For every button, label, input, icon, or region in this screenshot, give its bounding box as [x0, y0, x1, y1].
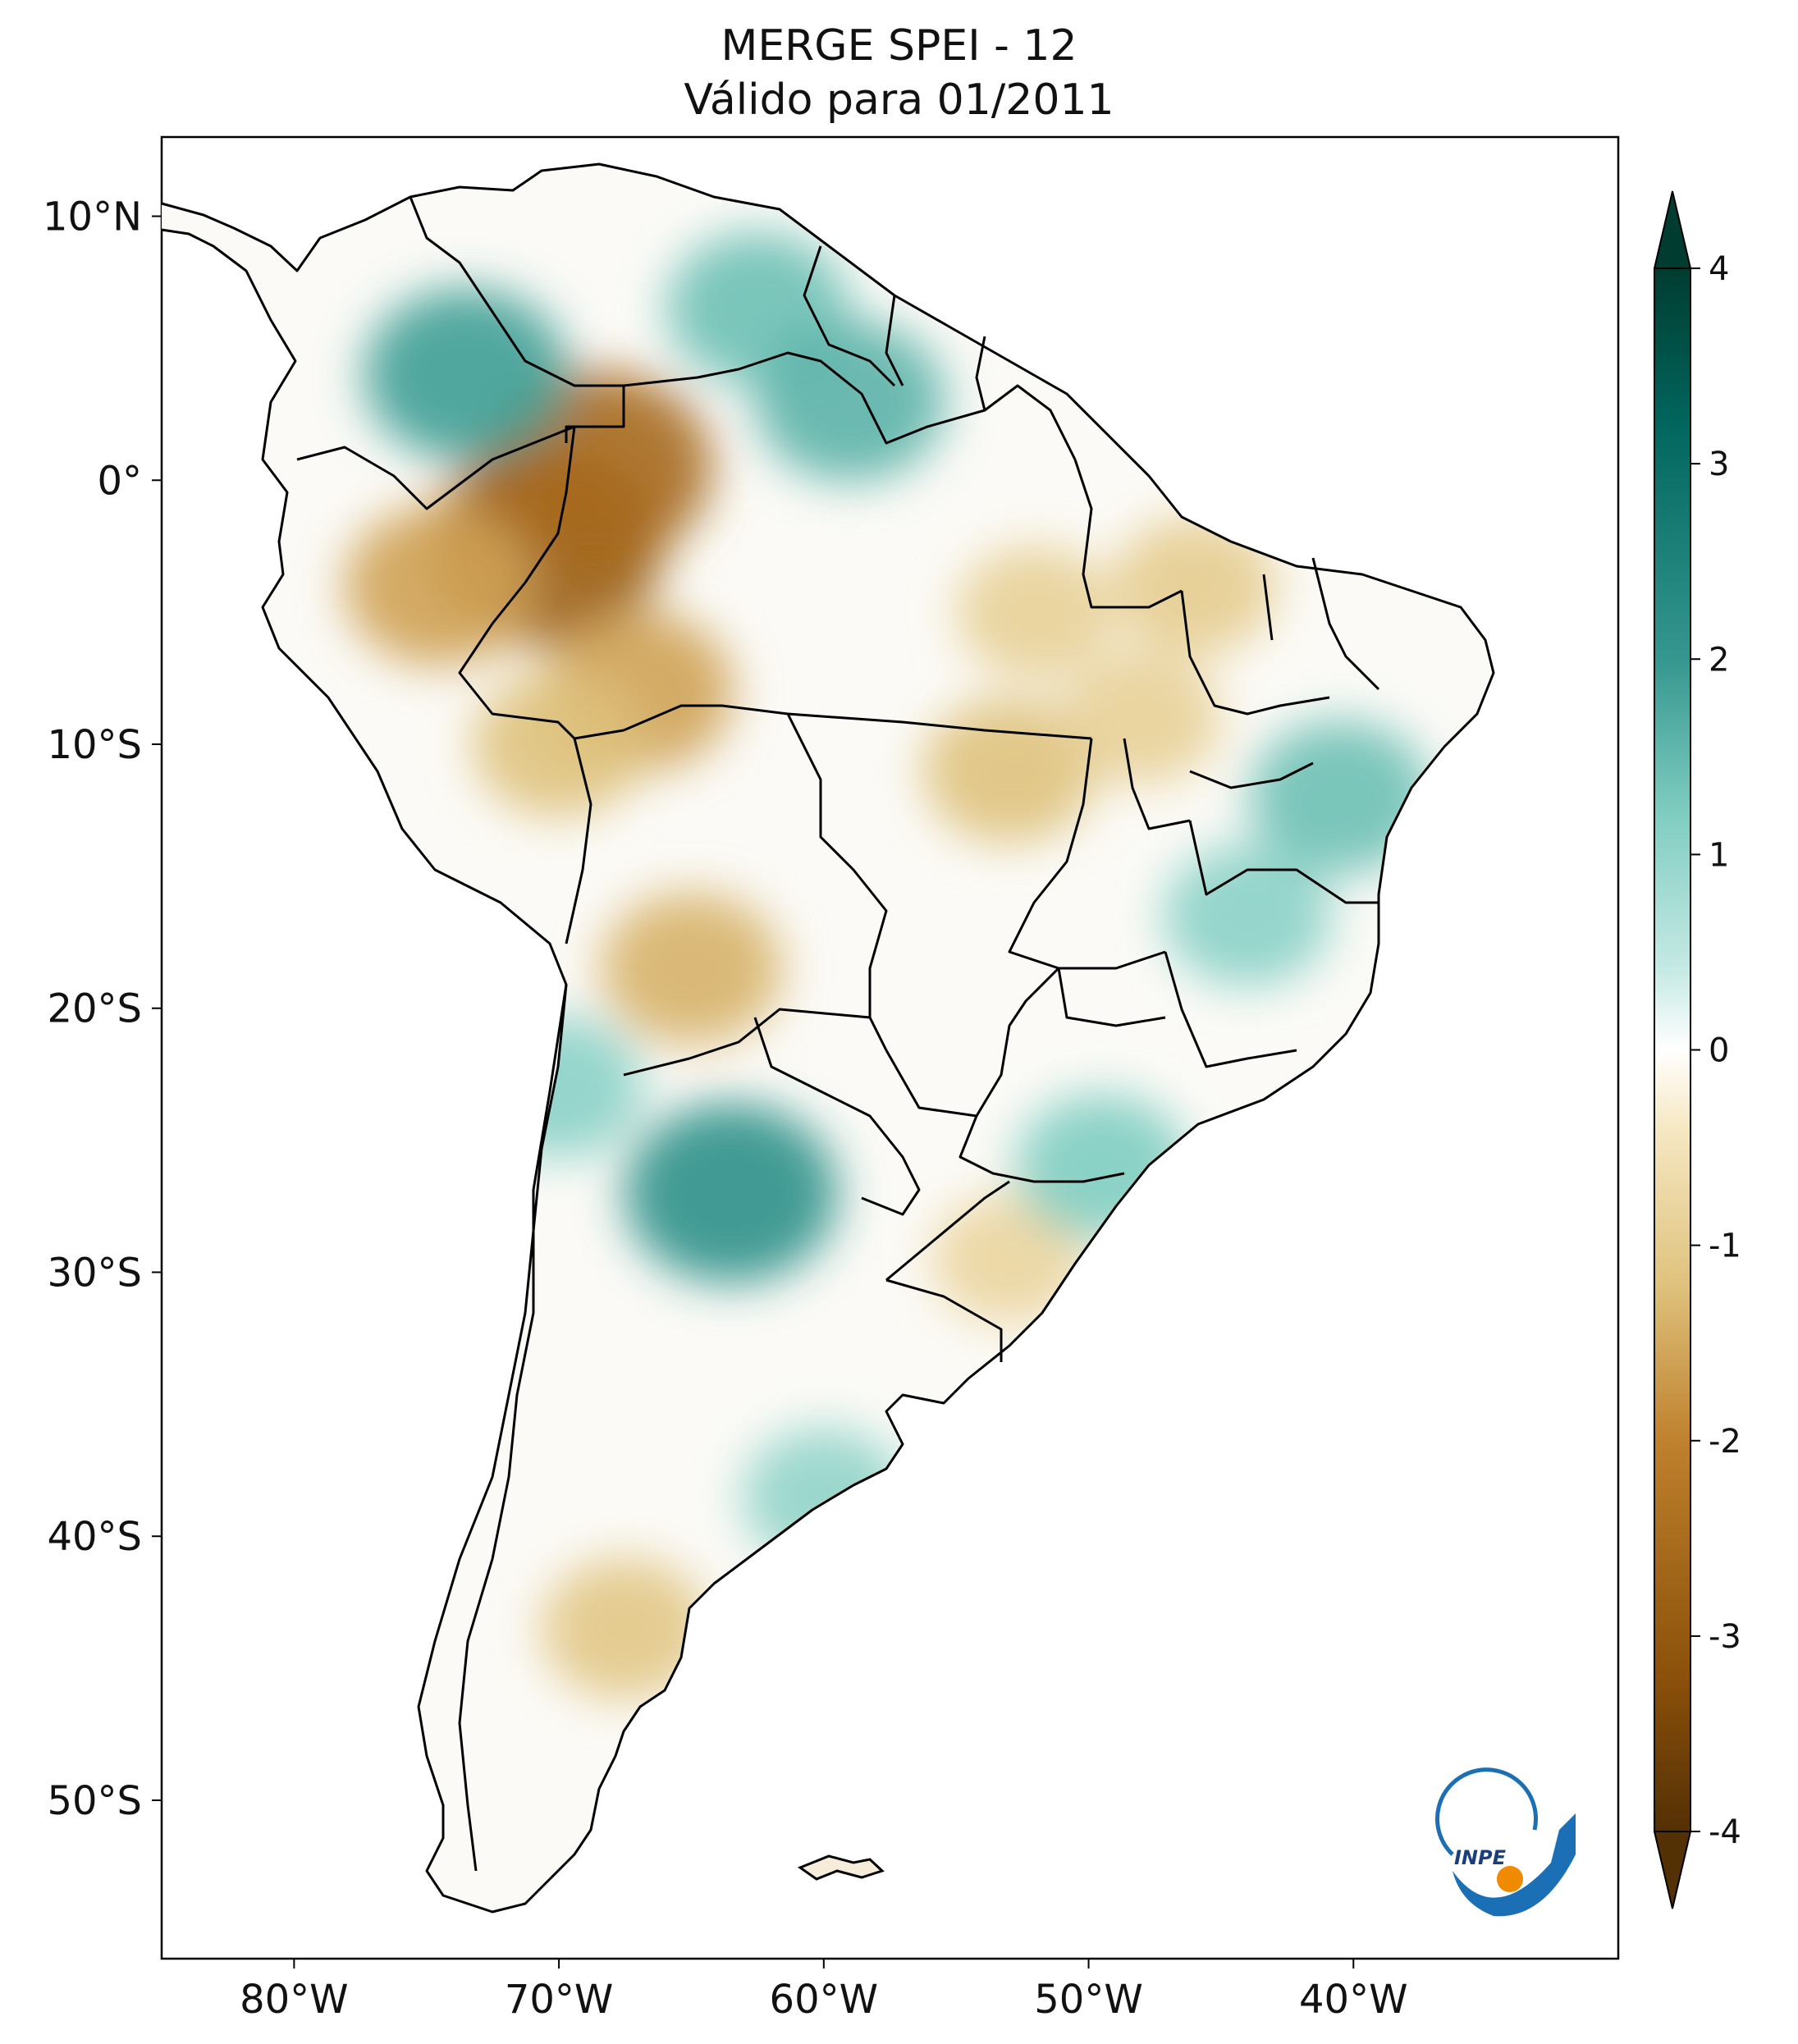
lat-tick-label: 50°S	[47, 1778, 142, 1824]
colorbar-tick-label: -1	[1709, 1228, 1741, 1265]
falkland-islands	[797, 1854, 885, 1881]
lon-tick-label: 80°W	[240, 1977, 349, 2023]
colorbar-tick-label: -2	[1709, 1423, 1741, 1461]
inpe-logo: INPE	[1435, 1767, 1576, 1917]
longitude-axis: 80°W 70°W 60°W 50°W 40°W	[240, 1959, 1408, 2023]
map-subtitle: Válido para 01/2011	[684, 75, 1114, 125]
logo-orbit	[1435, 1767, 1538, 1856]
lon-tick-label: 50°W	[1034, 1977, 1143, 2023]
colorbar: 4 3 2 1 0 -1 -2 -3 -4	[1653, 190, 1741, 1909]
colorbar-extend-min	[1653, 1831, 1692, 1909]
spei-anomaly-dry-para	[956, 545, 1115, 679]
lon-tick-label: 70°W	[505, 1977, 614, 2023]
spei-anomaly-wet-colombia	[364, 288, 569, 461]
lon-tick-label: 40°W	[1299, 1977, 1408, 2023]
colorbar-extend-max	[1653, 190, 1692, 269]
lat-tick-label: 0°	[97, 458, 142, 504]
latitude-axis: 10°N 0° 10°S 20°S 30°S 40°S 50°S	[43, 194, 162, 1824]
lat-tick-label: 40°S	[47, 1514, 142, 1560]
logo-text: INPE	[1454, 1846, 1507, 1869]
spei-anomaly-dry-bolivia	[601, 892, 782, 1045]
lat-tick-label: 10°N	[43, 194, 142, 240]
colorbar-tick-label: -3	[1709, 1618, 1741, 1656]
spei-anomaly-dry-tocantins	[1062, 651, 1221, 785]
spei-anomaly-wet-bahia	[1249, 720, 1431, 874]
spei-anomaly-dry-patagonia	[541, 1557, 709, 1699]
colorbar-tick-label: -4	[1709, 1813, 1741, 1851]
spei-anomaly-dry-acre	[473, 671, 645, 817]
lon-tick-label: 60°W	[770, 1977, 879, 2023]
spei-anomaly-wet-minas-gerais	[1164, 845, 1332, 987]
spei-anomaly-wet-guyana	[755, 320, 946, 482]
spei-anomaly-dry-peru-border	[344, 505, 535, 666]
lat-tick-label: 10°S	[47, 722, 142, 768]
lat-tick-label: 20°S	[47, 986, 142, 1032]
country-borders	[161, 162, 1495, 1914]
colorbar-tick-label: 0	[1709, 1032, 1729, 1070]
colorbar-tick-label: 2	[1709, 641, 1729, 679]
spei-anomaly-dry-rio-grande-sul	[932, 1194, 1087, 1324]
spei-anomaly-dry-maranhao	[1113, 517, 1276, 655]
colorbar-gradient	[1654, 268, 1690, 1831]
colorbar-tick-label: 4	[1709, 250, 1729, 288]
logo-swoosh	[1453, 1813, 1576, 1917]
logo-dot	[1497, 1866, 1523, 1892]
colorbar-tick-label: 3	[1709, 446, 1729, 483]
lat-tick-label: 30°S	[47, 1250, 142, 1296]
spei-anomaly-wet-argentina-north	[624, 1102, 838, 1283]
map-title: MERGE SPEI - 12	[721, 21, 1077, 71]
colorbar-tick-label: 1	[1709, 836, 1729, 874]
